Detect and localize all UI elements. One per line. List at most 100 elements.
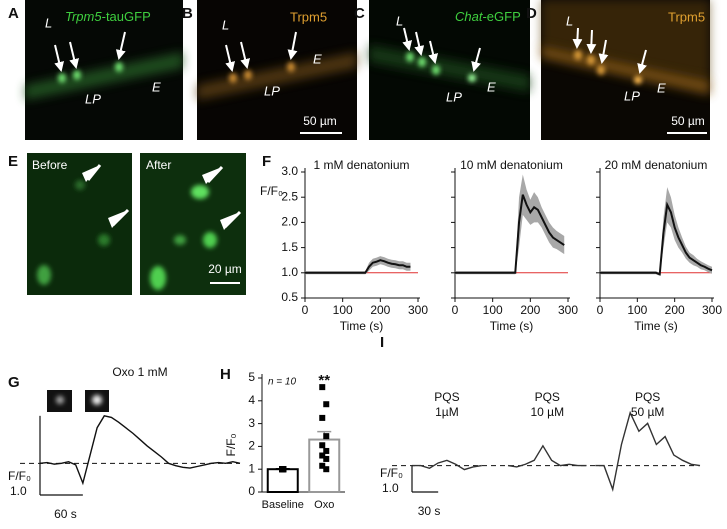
cell [229,73,237,83]
y-tick-label: 0 [248,484,255,498]
x-tick-label: Baseline [262,499,304,511]
cell [597,65,605,75]
x-tick-label: 200 [665,303,685,317]
y-tick-label: 0.5 [281,290,298,304]
arrow [206,165,224,184]
annotation: n = 10 [268,377,297,388]
panel-label: Trpm5-tauGFP [65,9,151,24]
trace [595,410,701,492]
tissue-label: LP [264,83,280,98]
arrow [54,44,64,72]
arrow [637,49,647,74]
cell [244,70,252,80]
trace [39,415,241,486]
cell [174,235,186,245]
cell [406,52,414,62]
tissue-label: LP [446,89,462,104]
tissue-band [541,0,710,80]
x-tick-label: 200 [370,303,390,317]
panel-letter: A [8,5,19,22]
y-axis-label: F/F₀ [224,433,238,456]
x-tick-label: Oxo [314,499,334,511]
data-point [323,401,330,408]
arrow [572,27,583,49]
data-point [319,384,326,391]
label-italic: Chat [455,9,484,24]
bar [266,468,299,494]
data-point [319,462,326,469]
x-tick-label: 0 [597,303,604,317]
x-tick-label: 300 [408,303,428,317]
data-point [280,466,287,473]
y-tick-label: 2.5 [281,189,298,203]
trace-label: 10 µM [530,405,564,419]
y-scale-label: 1.0 [382,481,399,495]
caption: After [146,158,171,172]
panel-label: Trpm5 [668,9,705,24]
cell [574,50,582,60]
y-tick-label: 3 [248,416,255,430]
label: -eGFP [482,9,520,24]
cell [203,232,217,248]
arrow [111,208,130,227]
data-point [323,447,330,454]
data-point [319,414,326,421]
y-scale-label: 1.0 [10,484,27,498]
trace-label: PQS [434,390,459,404]
tissue-label: L [396,13,403,28]
cell [37,265,51,285]
error-band [600,187,712,276]
panel-letter: G [8,374,20,391]
arrowhead [82,165,128,228]
tissue-label: LP [624,88,640,103]
arrow [428,40,439,64]
trace-label: PQS [635,390,660,404]
trace [412,459,482,471]
panel-b: B Trpm5 L E LP 50 µm [182,0,357,140]
cell [287,62,295,72]
arrow [115,31,126,60]
cell [432,65,440,75]
trace-label: 1µM [435,405,459,419]
panel-d: D Trpm5 L LP E 50 µm [526,0,710,140]
cell [468,74,476,82]
cell [634,76,642,84]
panel-letter: C [354,5,365,22]
arrow [223,210,242,229]
panel-letter: I [380,334,384,351]
x-scale-label: 30 s [418,504,441,518]
x-tick-label: 100 [627,303,647,317]
y-tick-label: 3.0 [281,164,298,178]
cell [58,73,66,83]
y-tick-label: 2.0 [281,215,298,229]
trace-label: 50 µM [631,405,665,419]
x-tick-label: 0 [452,303,459,317]
arrow [402,27,413,51]
cell [98,234,110,246]
cell [75,180,85,190]
x-axis-label: Time (s) [490,319,534,333]
scale-bar-label: 50 µm [671,114,705,128]
trace [600,201,713,276]
scale-bar-label: 20 µm [208,262,242,276]
x-tick-label: 200 [520,303,540,317]
panel-letter: F [262,153,271,170]
arrow [69,41,79,69]
trace-label: PQS [535,390,560,404]
trace [507,444,587,468]
arrow [287,31,298,60]
cell [191,185,209,199]
tissue-band [541,45,710,95]
tissue-label: L [566,13,573,28]
cell [150,266,166,290]
error-band [455,174,565,275]
panel-label: Trpm5 [290,9,327,24]
significance: ** [318,372,330,389]
arrow [86,164,102,181]
tissue-label: E [657,80,666,95]
cell [56,396,64,404]
chart-title: 10 mM denatonium [460,158,563,172]
cell [73,70,81,80]
chart-title: Oxo 1 mM [112,365,167,379]
